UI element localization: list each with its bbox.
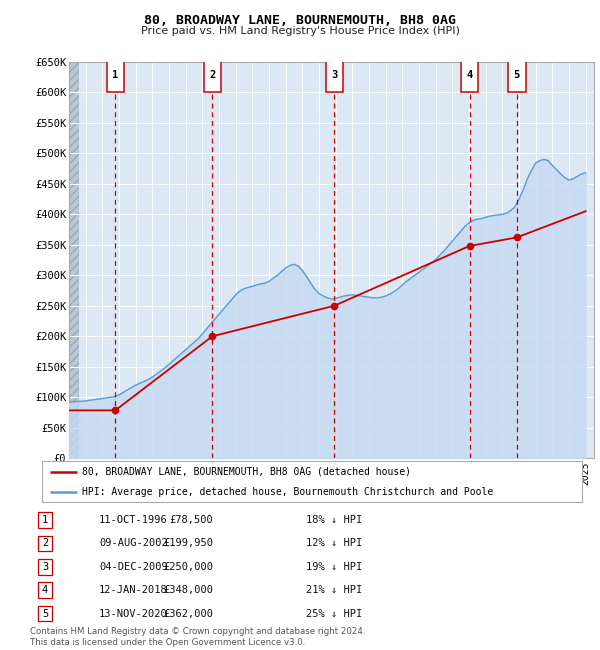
Text: 80, BROADWAY LANE, BOURNEMOUTH, BH8 0AG (detached house): 80, BROADWAY LANE, BOURNEMOUTH, BH8 0AG … xyxy=(83,467,412,477)
Text: HPI: Average price, detached house, Bournemouth Christchurch and Poole: HPI: Average price, detached house, Bour… xyxy=(83,487,494,497)
Text: 12% ↓ HPI: 12% ↓ HPI xyxy=(306,538,362,549)
FancyBboxPatch shape xyxy=(203,58,221,92)
Text: 1: 1 xyxy=(112,70,118,80)
Text: 25% ↓ HPI: 25% ↓ HPI xyxy=(306,608,362,619)
Text: 3: 3 xyxy=(331,70,337,80)
Text: 04-DEC-2009: 04-DEC-2009 xyxy=(99,562,168,572)
Text: 2: 2 xyxy=(42,538,48,549)
Text: £362,000: £362,000 xyxy=(163,608,213,619)
Text: 11-OCT-1996: 11-OCT-1996 xyxy=(99,515,168,525)
Text: 13-NOV-2020: 13-NOV-2020 xyxy=(99,608,168,619)
Text: 12-JAN-2018: 12-JAN-2018 xyxy=(99,585,168,595)
Text: 4: 4 xyxy=(42,585,48,595)
Bar xyxy=(69,62,79,458)
Text: 4: 4 xyxy=(466,70,473,80)
Text: Price paid vs. HM Land Registry's House Price Index (HPI): Price paid vs. HM Land Registry's House … xyxy=(140,26,460,36)
Text: 1: 1 xyxy=(42,515,48,525)
Text: 2: 2 xyxy=(209,70,215,80)
Text: £199,950: £199,950 xyxy=(163,538,213,549)
FancyBboxPatch shape xyxy=(461,58,478,92)
Text: £250,000: £250,000 xyxy=(163,562,213,572)
Text: 21% ↓ HPI: 21% ↓ HPI xyxy=(306,585,362,595)
FancyBboxPatch shape xyxy=(42,462,582,502)
FancyBboxPatch shape xyxy=(326,58,343,92)
Text: £78,500: £78,500 xyxy=(169,515,213,525)
Text: 18% ↓ HPI: 18% ↓ HPI xyxy=(306,515,362,525)
FancyBboxPatch shape xyxy=(508,58,526,92)
Text: 5: 5 xyxy=(42,608,48,619)
Text: Contains HM Land Registry data © Crown copyright and database right 2024.
This d: Contains HM Land Registry data © Crown c… xyxy=(30,627,365,647)
Text: £348,000: £348,000 xyxy=(163,585,213,595)
Text: 09-AUG-2002: 09-AUG-2002 xyxy=(99,538,168,549)
Text: 5: 5 xyxy=(514,70,520,80)
FancyBboxPatch shape xyxy=(107,58,124,92)
Text: 3: 3 xyxy=(42,562,48,572)
Text: 19% ↓ HPI: 19% ↓ HPI xyxy=(306,562,362,572)
Text: 80, BROADWAY LANE, BOURNEMOUTH, BH8 0AG: 80, BROADWAY LANE, BOURNEMOUTH, BH8 0AG xyxy=(144,14,456,27)
